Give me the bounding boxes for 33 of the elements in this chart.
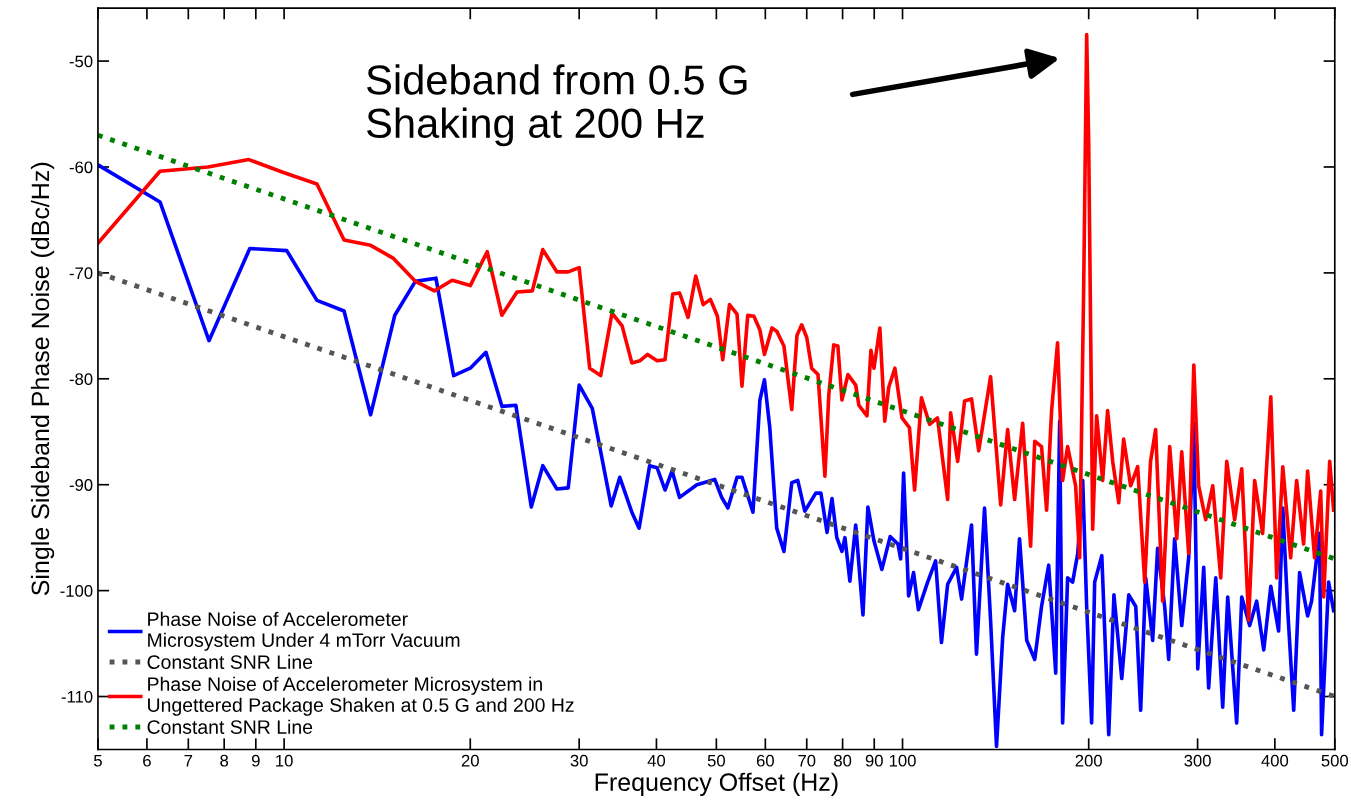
x-tick-label: 10 — [276, 754, 293, 767]
y-tick-label: -90 — [69, 479, 93, 491]
y-tick-label: -110 — [61, 690, 93, 703]
y-tick-label: -50 — [69, 55, 93, 68]
x-tick-label: 20 — [461, 754, 479, 767]
y-tick-label: -70 — [69, 267, 93, 280]
x-tick-label: 5 — [93, 754, 102, 767]
x-tick-label: 400 — [1261, 754, 1289, 767]
legend-label: Constant SNR Line — [147, 654, 313, 669]
x-tick-label: 200 — [1075, 754, 1102, 767]
x-tick-label: 30 — [570, 754, 588, 767]
y-tick-label: -80 — [69, 373, 93, 385]
legend-label: Phase Noise of Accelerometer Microsystem in Ungettered Package Shaken at 0.5 G and 200 Hz — [148, 676, 574, 716]
x-tick-label: 500 — [1321, 754, 1349, 767]
x-tick-label: 60 — [756, 754, 774, 767]
x-tick-label: 7 — [184, 754, 193, 767]
x-tick-label: 9 — [251, 754, 260, 767]
annotation: Sideband from 0.5 G Shaking at 200 Hz — [367, 64, 747, 147]
x-tick-label: 300 — [1184, 754, 1211, 767]
x-tick-label: 70 — [798, 754, 816, 767]
legend-label: Constant SNR Line — [147, 719, 313, 734]
y-tick-label: -60 — [69, 161, 93, 174]
y-axis-title: Single Sideband Phase Noise (dBc/Hz) — [30, 162, 55, 596]
y-tick-label: -100 — [60, 585, 93, 597]
x-tick-label: 90 — [865, 754, 883, 767]
x-tick-label: 8 — [220, 754, 229, 767]
x-tick-label: 100 — [889, 754, 916, 767]
x-tick-label: 50 — [707, 754, 725, 767]
legend-label: Phase Noise of Accelerometer Microsystem Under 4 mTorr Vacuum — [148, 611, 460, 651]
x-tick-label: 80 — [834, 754, 852, 767]
x-tick-label: 6 — [143, 754, 151, 767]
x-axis-title: Frequency Offset (Hz) — [595, 772, 838, 796]
x-tick-label: 40 — [647, 754, 666, 767]
